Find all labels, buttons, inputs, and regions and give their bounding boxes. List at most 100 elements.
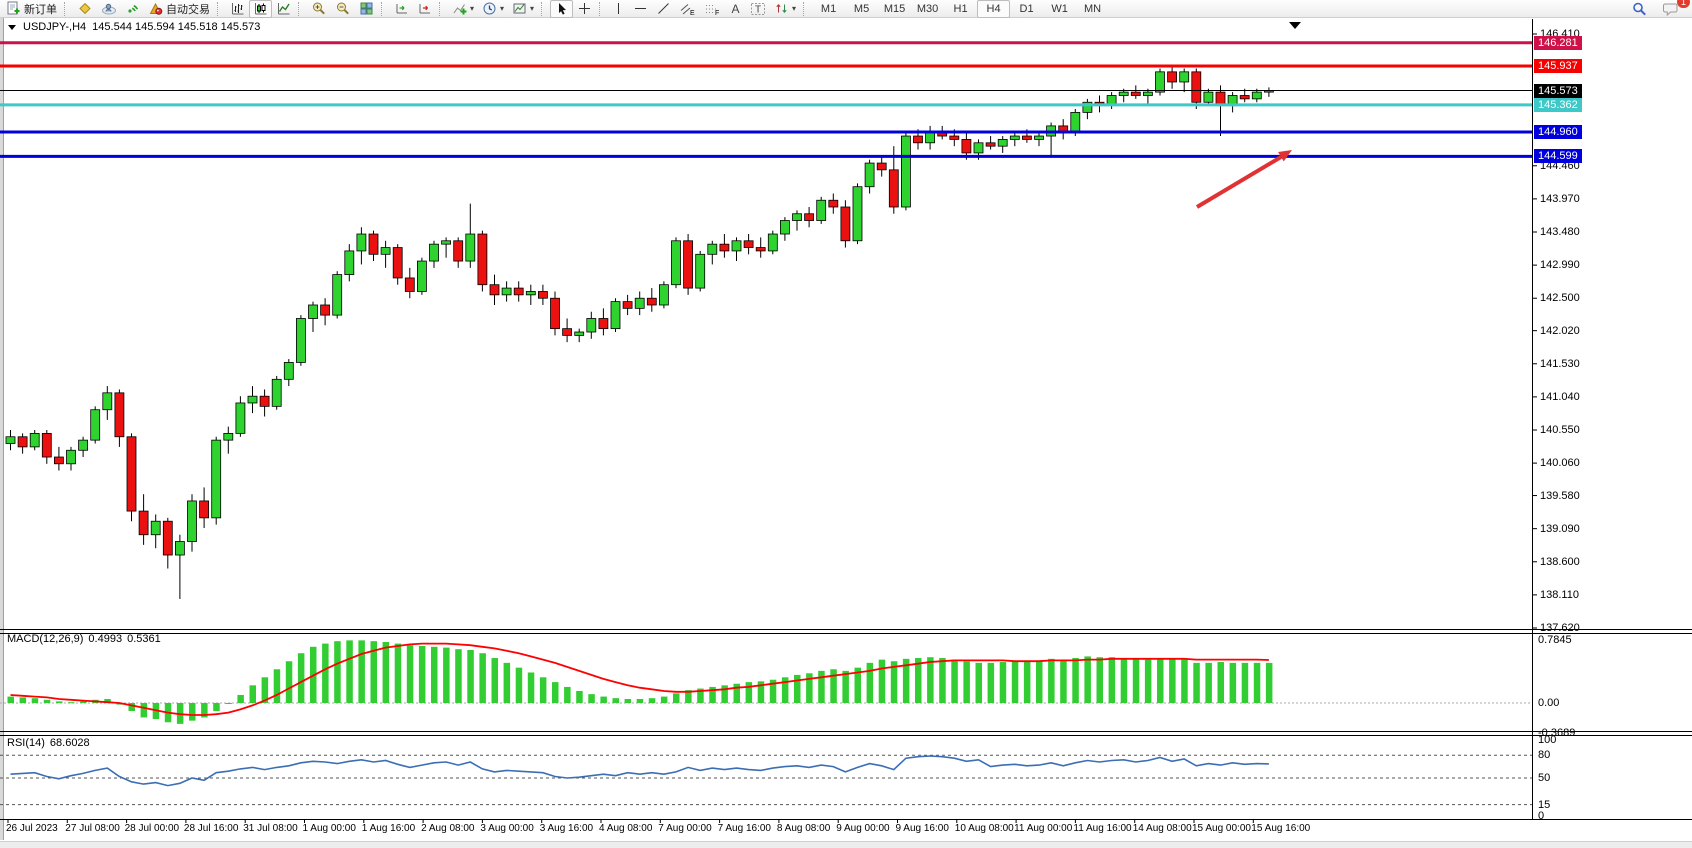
zoom-out-button[interactable]	[331, 0, 355, 18]
time-axis-label: 2 Aug 08:00	[421, 823, 475, 834]
fibonacci-button[interactable]: F	[700, 0, 725, 18]
timeframe-button-m15[interactable]: M15	[883, 2, 906, 15]
time-axis-label: 28 Jul 00:00	[124, 823, 180, 834]
chart-shift-icon	[417, 1, 432, 16]
hline-price-label: 145.937	[1534, 58, 1582, 73]
end-of-chart-marker-icon	[1289, 22, 1301, 29]
toolbar-grip	[541, 1, 546, 16]
timeframe-button-h4[interactable]: H4	[977, 0, 1011, 18]
autotrade-button[interactable]: 自动交易	[144, 0, 214, 18]
dropdown-caret-icon: ▾	[530, 4, 535, 13]
vertical-line-icon	[612, 1, 625, 16]
dropdown-caret-icon: ▾	[470, 4, 475, 13]
signal-icon	[125, 1, 140, 16]
auto-scroll-button[interactable]	[390, 0, 413, 18]
price-axis-tick: 139.090	[1540, 522, 1580, 535]
chat-button[interactable]: 1	[1658, 0, 1690, 18]
time-axis-label: 15 Aug 00:00	[1192, 823, 1251, 834]
timeframe-button-m5[interactable]: M5	[853, 2, 870, 15]
time-axis-label: 3 Aug 16:00	[539, 823, 594, 834]
text-button[interactable]: A	[725, 0, 746, 18]
toolbar-grip	[599, 1, 604, 16]
trendline-icon	[656, 1, 671, 16]
layouts-button[interactable]	[73, 0, 97, 18]
bar-chart-button[interactable]	[226, 0, 249, 18]
cloud-user-icon	[101, 1, 117, 16]
toolbar-grip	[64, 1, 69, 16]
toolbar-grip	[298, 1, 303, 16]
time-axis-label: 11 Aug 00:00	[1014, 823, 1073, 834]
new-order-icon	[6, 1, 21, 16]
trend-arrow-annotation[interactable]	[1195, 150, 1292, 209]
macd-signal-line	[10, 642, 1269, 716]
new-order-label: 新订单	[24, 3, 57, 16]
chart-symbol-period: USDJPY-,H4	[23, 21, 87, 33]
signals-button[interactable]	[121, 0, 144, 18]
new-order-button[interactable]: 新订单	[2, 0, 61, 18]
time-axis-label: 27 Jul 08:00	[65, 823, 120, 834]
community-button[interactable]	[97, 0, 121, 18]
vertical-line-button[interactable]	[608, 0, 629, 18]
tile-windows-button[interactable]	[355, 0, 378, 18]
chart-title-row[interactable]: USDJPY-,H4 145.544 145.594 145.518 145.5…	[8, 21, 260, 33]
timeframe-button-m1[interactable]: M1	[820, 2, 837, 15]
text-icon: A	[729, 1, 742, 16]
arrows-button[interactable]: ▾	[770, 0, 800, 18]
zoom-in-button[interactable]	[307, 0, 331, 18]
trendline-button[interactable]	[652, 0, 675, 18]
chart-ohlc-values: 145.544 145.594 145.518 145.573	[92, 21, 261, 33]
timeframe-button-d1[interactable]: D1	[1019, 2, 1034, 15]
toolbar-grip	[439, 1, 444, 16]
rsi-axis-tick: 100	[1538, 734, 1557, 746]
horizontal-line-objects[interactable]	[0, 41, 1532, 158]
auto-scroll-icon	[394, 1, 409, 16]
autotrade-label: 自动交易	[166, 3, 210, 16]
notification-badge: 1	[1677, 0, 1690, 8]
cursor-button[interactable]	[550, 0, 574, 18]
timeframe-group: M1 M5 M15 M30 H1 H4 D1 W1 MN	[812, 0, 1109, 18]
chart-canvas	[0, 19, 1692, 823]
price-axis-tick: 142.990	[1540, 259, 1580, 272]
price-axis-tick: 141.040	[1540, 390, 1580, 403]
equidistant-channel-button[interactable]: E	[675, 0, 700, 18]
templates-icon	[512, 1, 527, 16]
text-label-button[interactable]: T	[746, 0, 770, 18]
time-axis-label: 8 Aug 08:00	[776, 823, 831, 834]
macd-axis-tick: 0.7845	[1538, 634, 1572, 646]
periods-button[interactable]: ▾	[478, 0, 508, 18]
line-chart-button[interactable]	[272, 0, 295, 18]
price-axis-tick: 137.620	[1540, 622, 1580, 634]
toolbar-grip	[217, 1, 222, 16]
templates-button[interactable]: ▾	[508, 0, 538, 18]
hline-price-label: 146.281	[1534, 35, 1582, 50]
timeframe-button-w1[interactable]: W1	[1051, 2, 1068, 15]
candlestick-chart-button[interactable]	[249, 0, 272, 18]
toolbar-grip	[381, 1, 386, 16]
timeframe-button-mn[interactable]: MN	[1084, 2, 1102, 15]
rsi-axis-tick: 0	[1538, 810, 1545, 822]
crosshair-button[interactable]	[573, 0, 596, 18]
indicators-button[interactable]: ▾	[448, 0, 478, 18]
rsi-axis-tick: 15	[1538, 798, 1551, 811]
svg-text:T: T	[755, 5, 761, 16]
timeframe-button-h1[interactable]: H1	[953, 2, 968, 15]
time-axis-label: 9 Aug 00:00	[836, 823, 890, 834]
fibonacci-icon: F	[704, 1, 721, 16]
price-axis-tick: 140.550	[1540, 424, 1580, 436]
timeframe-button-m30[interactable]: M30	[916, 2, 939, 15]
price-axis-tick: 139.580	[1540, 489, 1580, 502]
chat-icon	[1662, 1, 1680, 17]
search-button[interactable]	[1627, 0, 1652, 18]
main-toolbar: 新订单 自动交易 ▾ ▾ ▾ E F A T ▾	[0, 0, 1692, 18]
search-icon	[1631, 1, 1648, 17]
time-axis-label: 26 Jul 2023	[6, 823, 58, 834]
chart-shift-button[interactable]	[413, 0, 436, 18]
toolbar-right: 1	[1627, 0, 1690, 18]
channel-icon: E	[679, 1, 696, 16]
time-axis-label: 31 Jul 08:00	[243, 823, 298, 834]
horizontal-line-button[interactable]	[629, 0, 652, 18]
time-axis-label: 15 Aug 16:00	[1251, 823, 1311, 834]
autotrade-icon	[148, 1, 163, 16]
chart-menu-triangle-icon	[8, 24, 16, 30]
price-axis-tick: 143.480	[1540, 226, 1580, 238]
